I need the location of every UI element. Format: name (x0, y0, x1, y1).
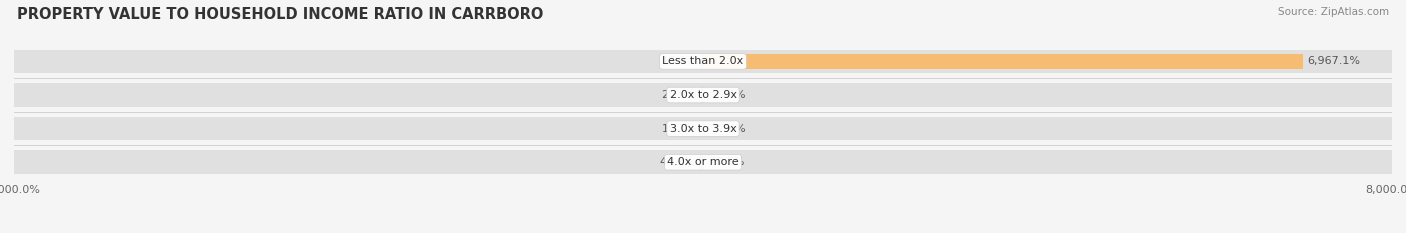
Text: 2.0x to 2.9x: 2.0x to 2.9x (669, 90, 737, 100)
Bar (14, 50, 1392, 73)
Text: PROPERTY VALUE TO HOUSEHOLD INCOME RATIO IN CARRBORO: PROPERTY VALUE TO HOUSEHOLD INCOME RATIO… (17, 7, 543, 22)
Bar (14, 151, 1392, 174)
Text: 4.0x or more: 4.0x or more (668, 157, 738, 167)
Bar (14, 83, 1392, 107)
Bar (702, 54, 703, 69)
Text: 6,967.1%: 6,967.1% (1308, 56, 1361, 66)
Bar (703, 87, 706, 103)
Text: 3.0x to 3.9x: 3.0x to 3.9x (669, 124, 737, 134)
Bar (702, 87, 703, 103)
Text: Less than 2.0x: Less than 2.0x (662, 56, 744, 66)
Bar (703, 121, 706, 136)
Text: 20.5%: 20.5% (710, 157, 745, 167)
Text: Source: ZipAtlas.com: Source: ZipAtlas.com (1278, 7, 1389, 17)
Text: 45.0%: 45.0% (659, 157, 695, 167)
Text: 20.9%: 20.9% (661, 90, 696, 100)
Bar (703, 54, 1303, 69)
Text: 18.0%: 18.0% (661, 56, 697, 66)
Bar (699, 155, 703, 170)
Text: 27.4%: 27.4% (710, 124, 745, 134)
Bar (703, 155, 704, 170)
Text: 25.4%: 25.4% (710, 90, 745, 100)
Bar (14, 117, 1392, 140)
Text: 16.1%: 16.1% (662, 124, 697, 134)
